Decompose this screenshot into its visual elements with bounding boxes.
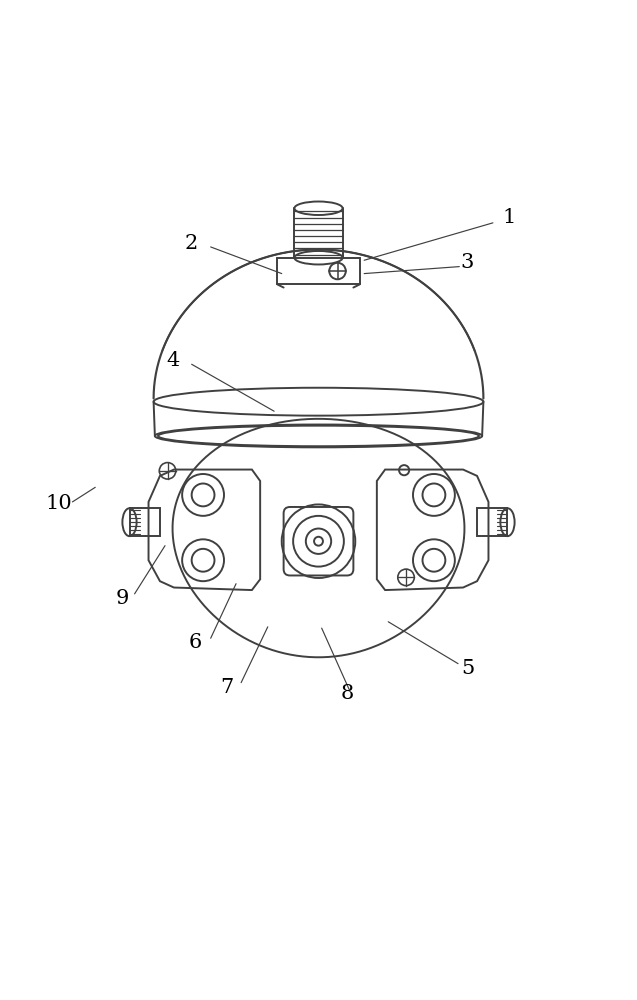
- Bar: [477, 508, 508, 536]
- Text: 8: 8: [340, 684, 354, 703]
- Text: 5: 5: [461, 659, 474, 678]
- Text: 3: 3: [461, 253, 474, 272]
- Text: 6: 6: [188, 633, 201, 652]
- Text: 4: 4: [166, 351, 179, 370]
- Bar: [129, 508, 160, 536]
- Text: 10: 10: [45, 494, 72, 513]
- Text: 9: 9: [115, 589, 129, 608]
- Text: 1: 1: [502, 208, 515, 227]
- Text: 2: 2: [185, 234, 198, 253]
- Text: 7: 7: [220, 678, 233, 697]
